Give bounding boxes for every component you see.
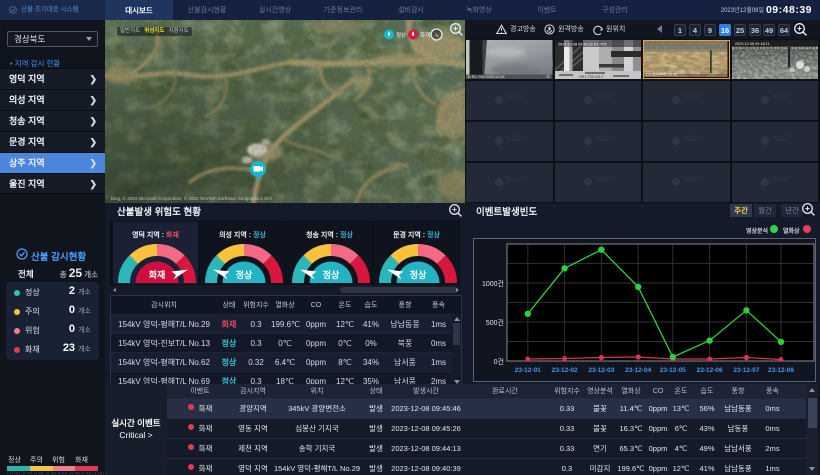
svg-text:N R1-T09 2023.12.08: N R1-T09 2023.12.08 [468, 75, 505, 79]
svg-text:G: G [547, 74, 550, 79]
svg-text:23-12-02: 23-12-02 [552, 367, 578, 374]
svg-text:23-12-03: 23-12-03 [588, 367, 614, 374]
svg-text:23-12-05: 23-12-05 [660, 367, 686, 374]
svg-text:0건: 0건 [494, 357, 504, 366]
svg-text:500건: 500건 [486, 318, 504, 327]
svg-text:화재: 화재 [420, 31, 430, 39]
svg-text:화재: 화재 [149, 269, 166, 280]
svg-text:23-12-07: 23-12-07 [733, 367, 759, 374]
svg-text:정상: 정상 [236, 269, 253, 280]
svg-text:23-12-08: 23-12-08 [768, 367, 794, 374]
svg-text:정상: 정상 [396, 31, 406, 39]
svg-text:2023.12.08 09:48:32 R1-T05: 2023.12.08 09:48:32 R1-T05 [558, 43, 607, 47]
svg-text:DS-2DF8442 09:48: DS-2DF8442 09:48 [646, 73, 677, 77]
svg-text:Bing, © 2023 Microsoft Corpora: Bing, © 2023 Microsoft Corporation, © 20… [111, 195, 272, 201]
svg-text:23-12-04: 23-12-04 [625, 367, 651, 374]
svg-text:정상: 정상 [410, 269, 427, 280]
svg-text:23-12-06: 23-12-06 [697, 367, 723, 374]
svg-text:1000건: 1000건 [482, 279, 504, 288]
svg-text:정상: 정상 [323, 269, 340, 280]
svg-text:23-12-01: 23-12-01 [515, 367, 541, 374]
svg-text:2023.12.08 09:48:11: 2023.12.08 09:48:11 [735, 42, 770, 46]
svg-text:NR1-T05 115.2: NR1-T05 115.2 [579, 75, 603, 79]
